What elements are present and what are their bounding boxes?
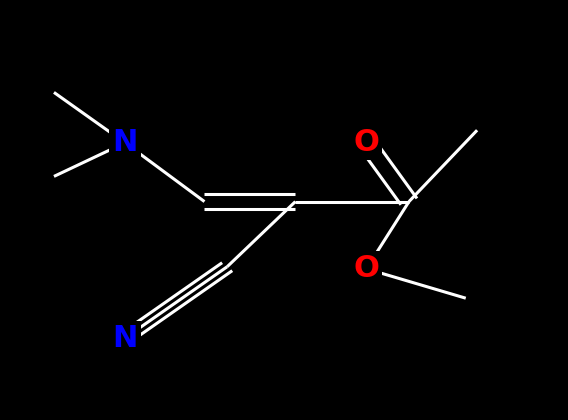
Text: N: N	[112, 323, 137, 353]
Text: N: N	[112, 128, 137, 158]
Text: O: O	[353, 254, 379, 284]
Text: O: O	[353, 128, 379, 158]
